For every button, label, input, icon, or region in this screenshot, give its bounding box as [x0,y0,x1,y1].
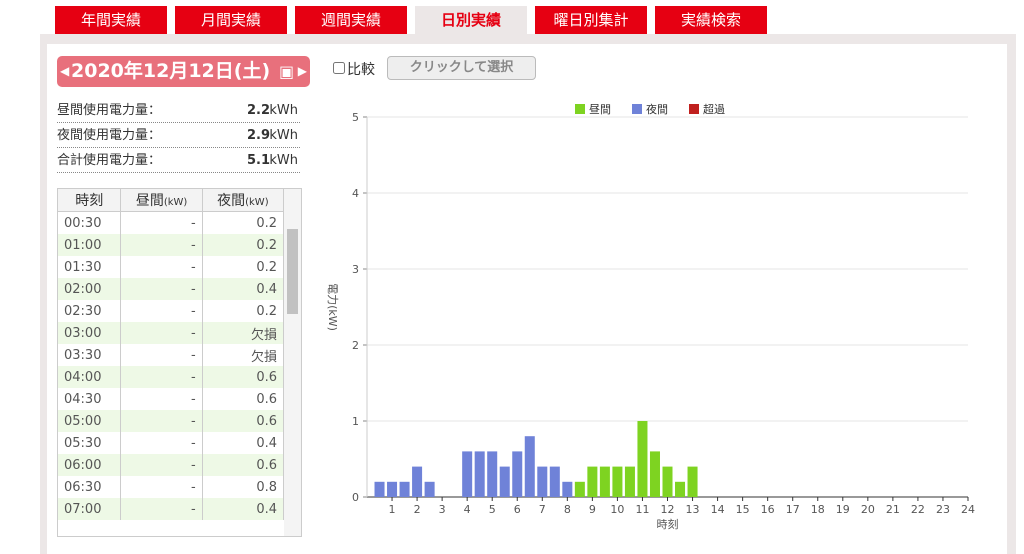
table-row: 07:00-0.4 [58,498,285,520]
table-row: 05:30-0.4 [58,432,285,454]
summary-row: 夜間使用電力量： 2.9 kWh [57,125,300,148]
table-cell: 03:30 [58,344,122,366]
select-button[interactable]: クリックして選択 [387,56,536,80]
table-row: 02:30-0.2 [58,300,285,322]
header-cell: 夜間(kW) [202,189,285,212]
table-cell: - [120,366,203,388]
table-cell: 02:30 [58,300,122,322]
summary-value: 5.1 [246,153,270,168]
table-cell: 0.4 [202,432,285,454]
table-row: 03:00- 欠損 [58,322,285,344]
table-cell: 01:00 [58,234,122,256]
table-cell: 0.4 [202,498,285,520]
table: 時刻 昼間(kW) 夜間(kW) 00:30-0.2 01:00-0.2 01:30-0.… [58,189,285,520]
table-cell: 0.6 [202,366,285,388]
table-row: 04:00-0.6 [58,366,285,388]
summary-value: 2.9 [246,128,270,143]
date: 2020年12月12日(土) [71,60,271,82]
table-cell: 欠損 [202,344,285,366]
table-row: 05:00-0.6 [58,410,285,432]
table-cell: - [120,410,203,432]
table-cell: - [120,322,203,344]
summary-unit: kWh [269,153,298,168]
table-cell: - [120,256,203,278]
table-cell: 03:00 [58,322,122,344]
table-cell: - [120,388,203,410]
header-label: 夜間 [217,193,246,209]
tab[interactable]: 年間実績 [55,6,167,34]
table-cell: 0.2 [202,211,285,234]
summary-unit: kWh [269,103,298,118]
table-row: 03:30- 欠損 [58,344,285,366]
compare-label: 比較 [347,62,375,78]
table-cell: 0.2 [202,300,285,322]
scrollbar[interactable] [284,189,301,536]
table-cell: 欠損 [202,322,285,344]
calendar-icon[interactable]: ▣ [279,62,295,81]
table-cell: 00:30 [58,211,122,234]
table-cell: - [120,211,203,234]
table-row: 02:00-0.4 [58,278,285,300]
compare-checkbox[interactable] [333,62,345,74]
date-pill[interactable]: ◀ 2020年12月12日(土) ▣ ▶ [57,56,310,87]
table-cell: 05:30 [58,432,122,454]
table-cell: 05:00 [58,410,122,432]
header-cell: 時刻 [58,189,122,212]
table-cell: - [120,300,203,322]
header-label: 時刻 [75,193,104,209]
table-cell: 0.6 [202,388,285,410]
table-cell: - [120,234,203,256]
header-cell: 昼間(kW) [120,189,203,212]
table-cell: - [120,476,203,498]
summary-unit: kWh [269,128,298,143]
table-cell: 0.6 [202,410,285,432]
tab[interactable]: 月間実績 [175,6,287,34]
header-unit: (kW) [163,197,188,208]
tab[interactable]: 週間実績 [295,6,407,34]
table-cell: 07:00 [58,498,122,520]
table-cell: 04:30 [58,388,122,410]
table-cell: 06:00 [58,454,122,476]
table-cell: 01:30 [58,256,122,278]
table-cell: 06:30 [58,476,122,498]
header-row: 時刻 昼間(kW) 夜間(kW) [58,189,285,212]
table-row: 06:00-0.6 [58,454,285,476]
table-row: 01:30-0.2 [58,256,285,278]
prev[interactable]: ◀ [60,64,70,78]
table-row: 00:30-0.2 [58,211,285,234]
table-cell: - [120,454,203,476]
summary-value: 2.2 [246,103,270,118]
table-cell: 0.2 [202,234,285,256]
scroll-thumb[interactable] [287,229,298,314]
next[interactable]: ▶ [297,64,307,78]
table-cell: 0.6 [202,454,285,476]
table-cell: 02:00 [58,278,122,300]
table-cell: - [120,344,203,366]
tab[interactable]: 曜日別集計 [535,6,647,34]
table-cell: - [120,432,203,454]
summary-row: 合計使用電力量： 5.1 kWh [57,150,300,173]
summary-label: 夜間使用電力量： [57,128,162,143]
summary-label: 合計使用電力量： [57,153,162,168]
header-unit: (kW) [245,197,269,208]
summary-row: 昼間使用電力量： 2.2 kWh [57,100,300,123]
table-wrap: 時刻 昼間(kW) 夜間(kW) 00:30-0.2 01:00-0.2 01:30-0.… [57,188,302,537]
table-row: 04:30-0.6 [58,388,285,410]
table-cell: 0.8 [202,476,285,498]
table-cell: 0.4 [202,278,285,300]
header-label: 昼間 [135,193,164,209]
tab[interactable]: 日別実績 [415,6,527,34]
table-row: 01:00-0.2 [58,234,285,256]
compare[interactable]: 比較 [333,59,375,79]
summary-label: 昼間使用電力量： [57,103,162,118]
table-cell: - [120,498,203,520]
table-cell: 04:00 [58,366,122,388]
table-cell: 0.2 [202,256,285,278]
table-cell: - [120,278,203,300]
tab[interactable]: 実績検索 [655,6,767,34]
table-row: 06:30-0.8 [58,476,285,498]
